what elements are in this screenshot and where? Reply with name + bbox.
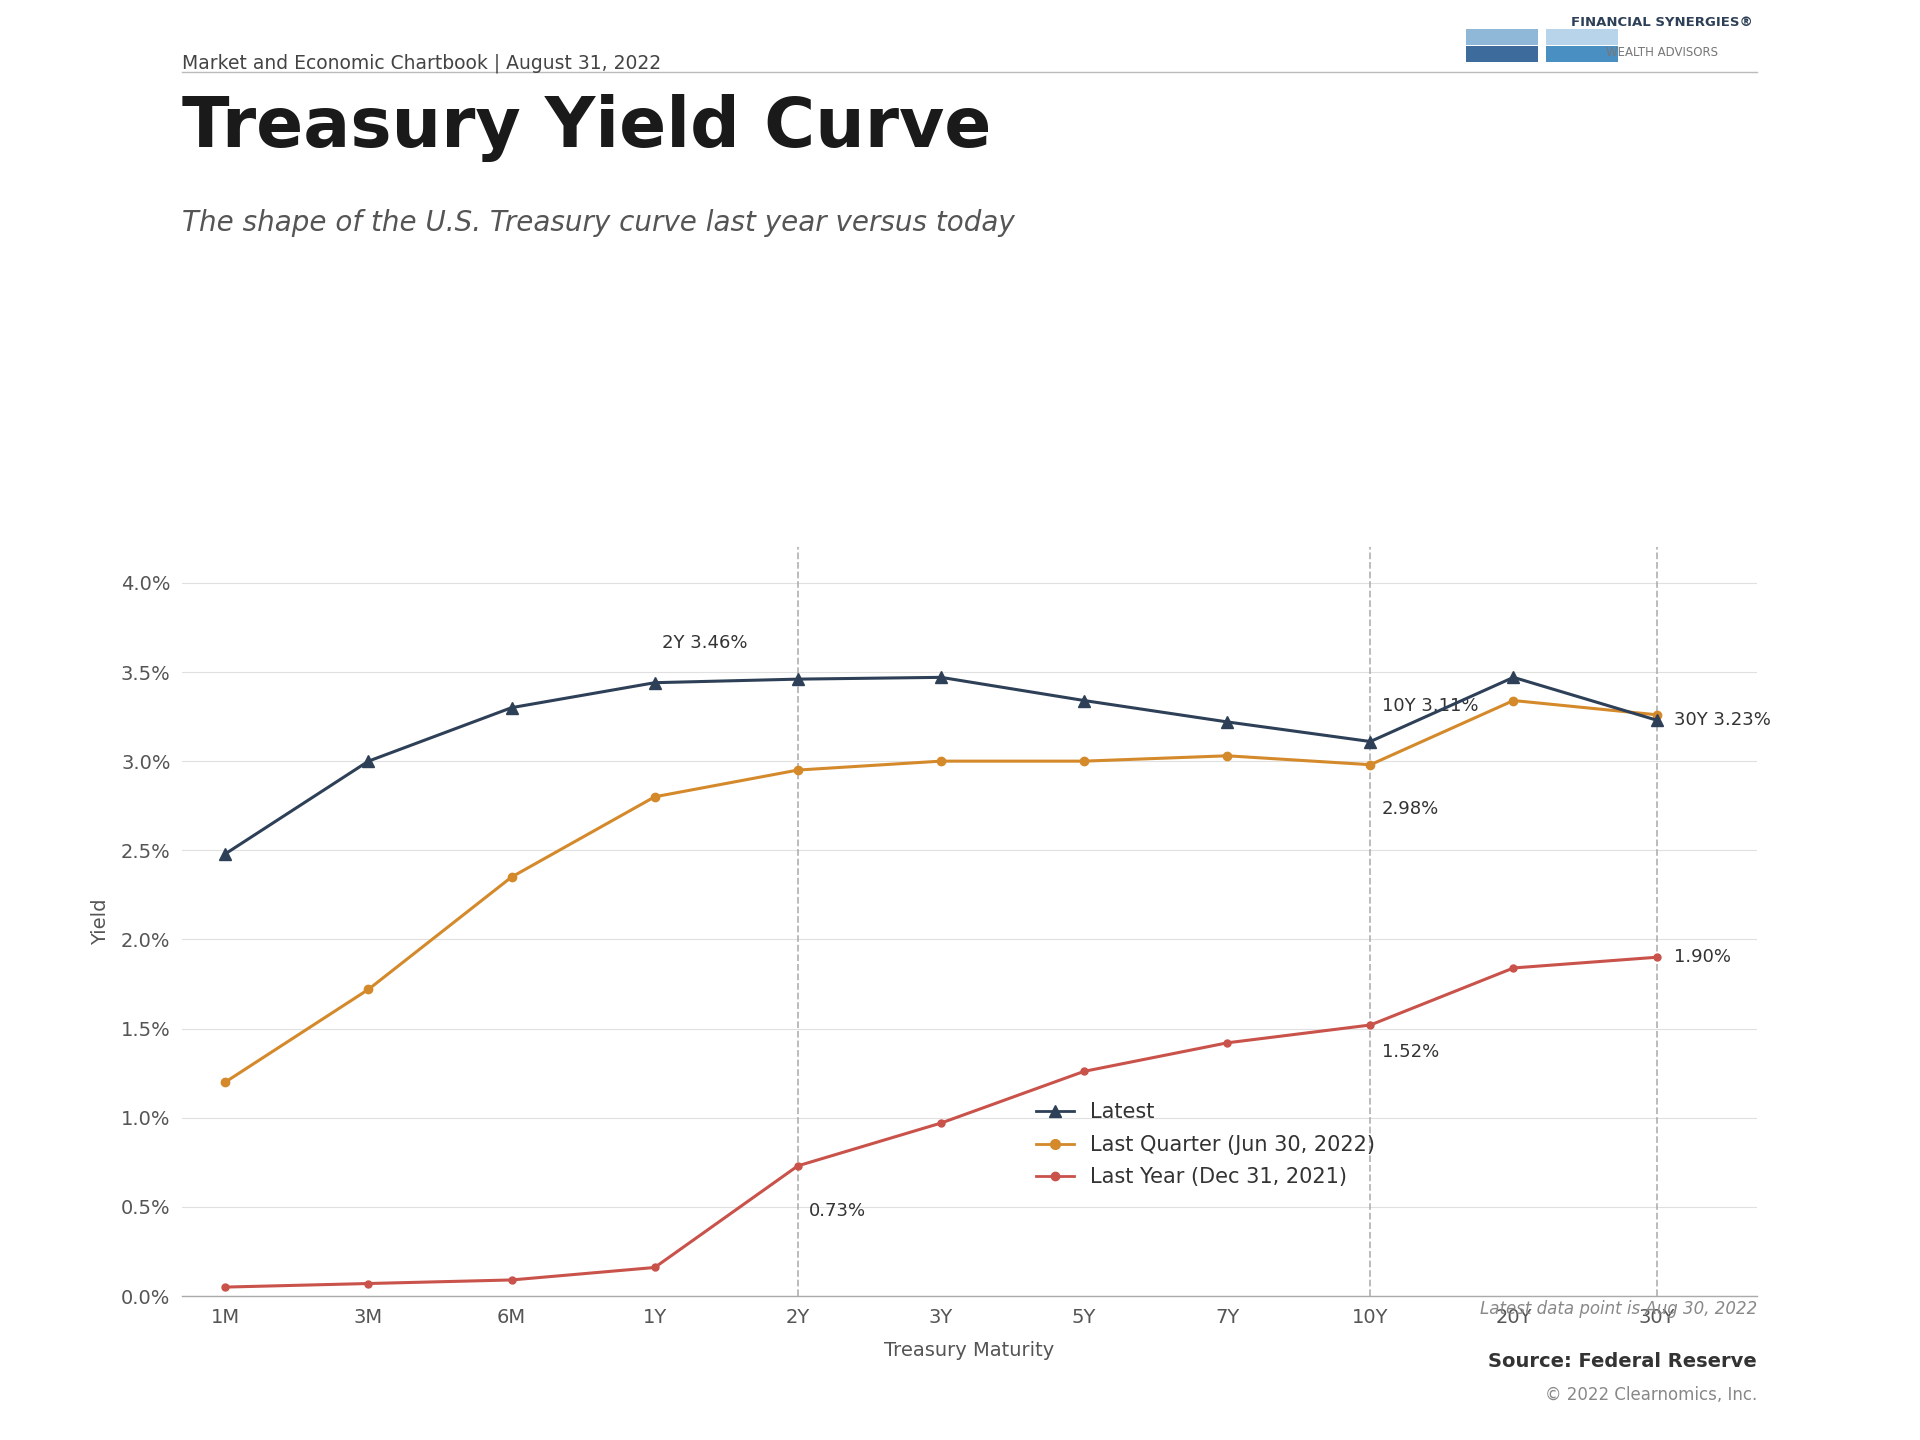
- Last Year (Dec 31, 2021): [787, 1158, 810, 1175]
- Last Quarter (Jun 30, 2022): [357, 981, 380, 998]
- Legend: Latest, Last Quarter (Jun 30, 2022), Last Year (Dec 31, 2021): Latest, Last Quarter (Jun 30, 2022), Las…: [1027, 1094, 1384, 1195]
- Last Quarter (Jun 30, 2022): [929, 753, 952, 770]
- Latest: [1645, 711, 1668, 729]
- Line: Last Quarter (Jun 30, 2022): Last Quarter (Jun 30, 2022): [221, 697, 1661, 1086]
- Last Year (Dec 31, 2021): [643, 1259, 666, 1276]
- Last Year (Dec 31, 2021): [499, 1272, 522, 1289]
- Latest: [499, 698, 522, 716]
- Last Quarter (Jun 30, 2022): [1215, 747, 1238, 765]
- Text: 1.52%: 1.52%: [1382, 1043, 1440, 1061]
- Latest: [643, 674, 666, 691]
- Text: WEALTH ADVISORS: WEALTH ADVISORS: [1605, 46, 1718, 59]
- Text: 2.98%: 2.98%: [1382, 801, 1440, 818]
- Last Quarter (Jun 30, 2022): [787, 762, 810, 779]
- Latest: [1215, 713, 1238, 730]
- Last Year (Dec 31, 2021): [1359, 1017, 1382, 1034]
- Latest: [357, 753, 380, 770]
- Last Year (Dec 31, 2021): [213, 1279, 236, 1296]
- Latest: [213, 845, 236, 863]
- Text: Latest data point is Aug 30, 2022: Latest data point is Aug 30, 2022: [1480, 1299, 1757, 1318]
- Last Quarter (Jun 30, 2022): [1645, 706, 1668, 723]
- Bar: [1465, 46, 1538, 62]
- X-axis label: Treasury Maturity: Treasury Maturity: [885, 1341, 1054, 1359]
- Last Year (Dec 31, 2021): [929, 1115, 952, 1132]
- Last Year (Dec 31, 2021): [1215, 1034, 1238, 1051]
- Last Year (Dec 31, 2021): [357, 1274, 380, 1292]
- Y-axis label: Yield: Yield: [90, 899, 109, 945]
- Line: Latest: Latest: [219, 672, 1663, 860]
- Text: FINANCIAL SYNERGIES®: FINANCIAL SYNERGIES®: [1571, 16, 1753, 29]
- Bar: [1465, 29, 1538, 45]
- Last Quarter (Jun 30, 2022): [1073, 753, 1096, 770]
- Text: 30Y 3.23%: 30Y 3.23%: [1674, 711, 1770, 729]
- Text: 0.73%: 0.73%: [810, 1201, 866, 1220]
- Last Year (Dec 31, 2021): [1645, 949, 1668, 966]
- Last Quarter (Jun 30, 2022): [1359, 756, 1382, 773]
- Latest: [1359, 733, 1382, 750]
- Text: The shape of the U.S. Treasury curve last year versus today: The shape of the U.S. Treasury curve las…: [182, 209, 1016, 236]
- Text: Interest Rates: Interest Rates: [44, 262, 63, 429]
- Last Quarter (Jun 30, 2022): [1501, 691, 1524, 708]
- Text: Market and Economic Chartbook | August 31, 2022: Market and Economic Chartbook | August 3…: [182, 53, 662, 73]
- Latest: [929, 668, 952, 685]
- Text: 2Y 3.46%: 2Y 3.46%: [662, 635, 747, 652]
- Bar: [1546, 29, 1617, 45]
- Latest: [1073, 691, 1096, 708]
- Last Quarter (Jun 30, 2022): [499, 868, 522, 886]
- Latest: [787, 671, 810, 688]
- Last Year (Dec 31, 2021): [1501, 959, 1524, 976]
- Text: 10Y 3.11%: 10Y 3.11%: [1382, 697, 1478, 714]
- Text: Treasury Yield Curve: Treasury Yield Curve: [182, 94, 993, 161]
- Text: Source: Federal Reserve: Source: Federal Reserve: [1488, 1352, 1757, 1371]
- Text: 1.90%: 1.90%: [1674, 949, 1730, 966]
- Last Quarter (Jun 30, 2022): [643, 788, 666, 805]
- Last Quarter (Jun 30, 2022): [213, 1073, 236, 1090]
- Last Year (Dec 31, 2021): [1073, 1063, 1096, 1080]
- Latest: [1501, 668, 1524, 685]
- Text: © 2022 Clearnomics, Inc.: © 2022 Clearnomics, Inc.: [1544, 1385, 1757, 1404]
- Line: Last Year (Dec 31, 2021): Last Year (Dec 31, 2021): [223, 953, 1661, 1290]
- Bar: [1546, 46, 1617, 62]
